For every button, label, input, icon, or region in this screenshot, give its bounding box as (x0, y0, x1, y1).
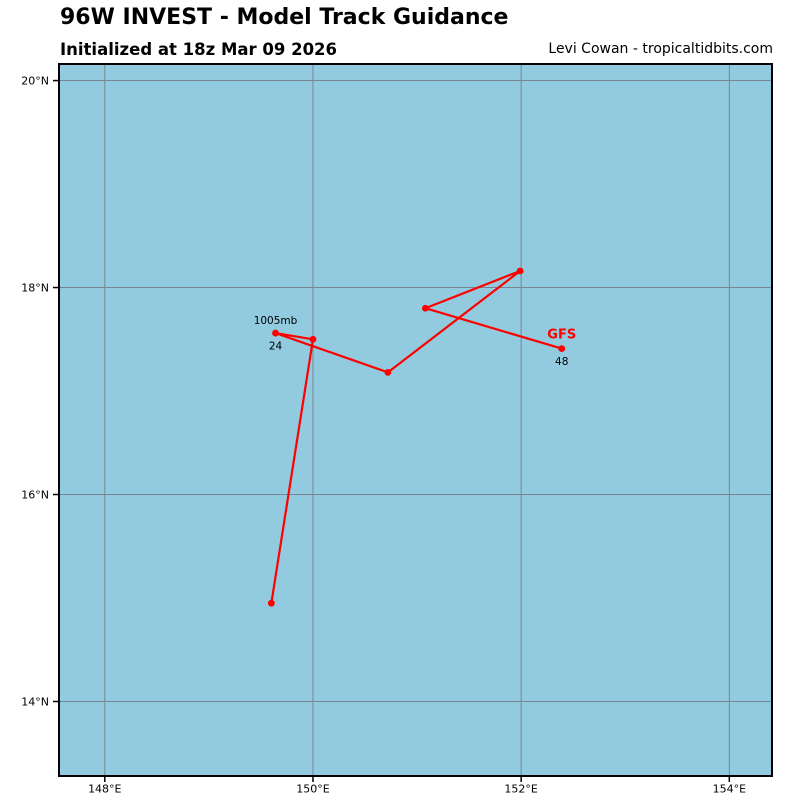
track-point (558, 345, 566, 352)
track-point (516, 267, 524, 275)
x-tick-label: 152°E (504, 783, 537, 796)
x-tick-label: 154°E (713, 783, 746, 796)
chart-init-time: Initialized at 18z Mar 09 2026 (60, 40, 338, 59)
map-ocean-background (59, 64, 772, 776)
y-tick-label: 18°N (21, 282, 49, 295)
pressure-label: 1005mb (254, 315, 298, 327)
forecast-hour-label: 24 (269, 341, 283, 353)
model-name-label: GFS (547, 328, 576, 343)
forecast-hour-label: 48 (555, 356, 568, 368)
x-tick-label: 150°E (296, 783, 329, 796)
track-point (309, 335, 317, 343)
track-point (421, 304, 429, 312)
track-point (272, 329, 279, 337)
track-point (384, 368, 392, 376)
y-tick-label: 14°N (21, 695, 49, 708)
y-tick-label: 16°N (21, 489, 49, 502)
y-tick-label: 20°N (21, 75, 49, 88)
chart-title: 96W INVEST - Model Track Guidance (60, 5, 509, 30)
x-tick-label: 148°E (88, 783, 121, 796)
map-frame-border (58, 63, 773, 777)
chart-credit: Levi Cowan - tropicaltidbits.com (548, 41, 773, 57)
track-point (267, 599, 275, 607)
